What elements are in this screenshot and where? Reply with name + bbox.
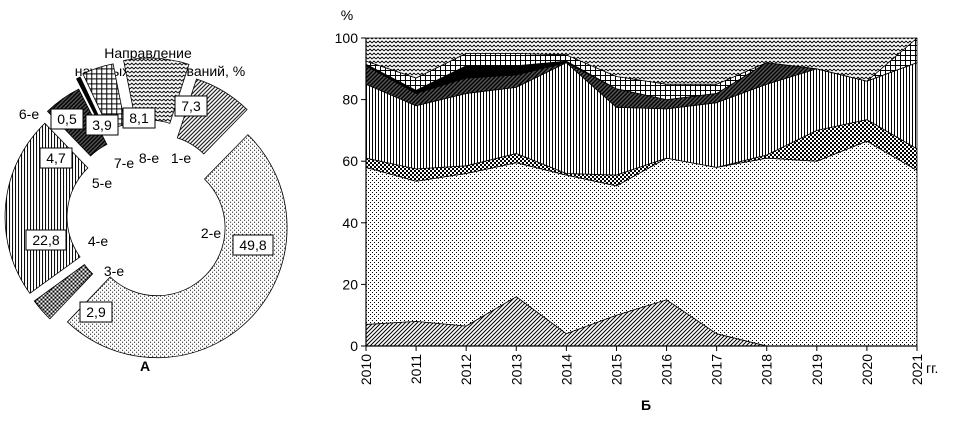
x-tick-label-4: 2014 [558, 354, 574, 385]
donut-category-label-8: 8-е [139, 150, 159, 166]
donut-value-box-7 [85, 114, 119, 136]
area-axes: 0 20 40 60 80 100 2010 2011 2012 2013 2014 2015 2016… [335, 30, 925, 385]
donut-value-box-6 [50, 108, 84, 130]
donut-slice-2 [66, 134, 288, 359]
y-tick-label-3: 60 [342, 153, 358, 169]
donut-value-box-4 [25, 229, 67, 251]
donut-category-label-1: 1-е [171, 150, 191, 166]
donut-value-label-2: 49,8 [239, 237, 266, 253]
donut-slice-3 [33, 263, 94, 320]
y-tick-label-5: 100 [335, 30, 359, 46]
donut-value-label-1: 7,3 [181, 98, 201, 114]
y-tick-label-1: 20 [342, 276, 358, 292]
donut-value-label-3: 2,9 [86, 304, 106, 320]
y-tick-label-0: 0 [350, 338, 358, 354]
donut-value-box-1 [174, 95, 208, 117]
donut-category-label-4: 4-е [88, 233, 108, 249]
donut-category-label-6: 6-е [19, 106, 39, 122]
area-series-8 [365, 37, 918, 85]
donut-category-label-2: 2-е [201, 225, 221, 241]
stacked-area-chart: 0 20 40 60 80 100 2010 2011 2012 2013 2014 2015 2016… [335, 7, 939, 413]
donut-category-label-7: 7-е [114, 155, 134, 171]
x-tick-label-9: 2019 [809, 354, 825, 385]
x-unit-label: гг. [926, 360, 938, 376]
donut-category-label-5: 5-е [92, 175, 112, 191]
x-tick-label-0: 2010 [358, 354, 374, 385]
y-tick-label-2: 40 [342, 215, 358, 231]
y-unit-label: % [341, 7, 353, 23]
donut-value-box-3 [79, 301, 113, 323]
panel-label-b: Б [641, 397, 651, 413]
x-tick-label-3: 2013 [508, 354, 524, 385]
donut-value-label-4: 22,8 [32, 232, 59, 248]
donut-value-box-5 [39, 147, 73, 169]
donut-value-label-5: 4,7 [46, 150, 66, 166]
donut-value-box-2 [232, 234, 274, 256]
panel-label-a: А [140, 358, 150, 374]
x-tick-label-8: 2018 [759, 354, 775, 385]
donut-title-line-1: Направление [104, 45, 192, 61]
donut-value-label-7: 3,9 [92, 117, 112, 133]
x-tick-label-6: 2016 [659, 354, 675, 385]
x-tick-label-1: 2011 [408, 354, 424, 384]
donut-value-label-6: 0,5 [57, 111, 77, 127]
x-tick-label-7: 2017 [709, 354, 725, 385]
y-tick-label-4: 80 [342, 92, 358, 108]
donut-chart: Направление научных исследований, % 7,31… [4, 45, 288, 374]
area-layers [365, 37, 918, 347]
x-tick-label-11: 2021 [909, 354, 925, 385]
x-tick-label-10: 2020 [859, 354, 875, 385]
x-tick-label-2: 2012 [458, 354, 474, 385]
donut-value-box-8 [122, 107, 156, 129]
donut-category-label-3: 3-е [104, 263, 124, 279]
donut-value-label-8: 8,1 [129, 110, 149, 126]
x-tick-label-5: 2015 [608, 354, 624, 385]
